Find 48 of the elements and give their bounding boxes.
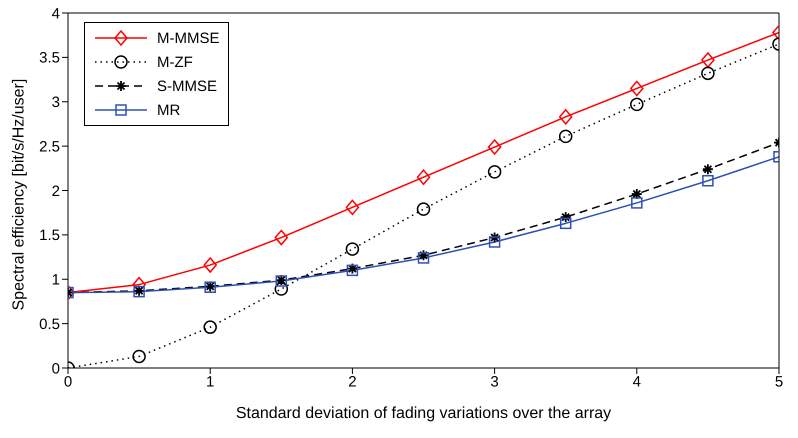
x-tick-label: 5 (774, 374, 784, 391)
point (418, 249, 430, 262)
point (132, 350, 146, 364)
x-tick-label: 0 (64, 374, 72, 391)
point (701, 52, 715, 68)
point (416, 202, 430, 216)
point (702, 163, 714, 176)
legend-label: S-MMSE (157, 78, 217, 94)
point (702, 174, 714, 186)
point (488, 165, 502, 179)
point (488, 232, 500, 244)
point (346, 200, 360, 216)
y-tick-label: 3.5 (39, 50, 60, 67)
point (701, 66, 715, 80)
point (630, 80, 644, 96)
point (418, 252, 430, 264)
legend-label: M-ZF (157, 54, 193, 70)
point (560, 211, 572, 224)
point (631, 197, 643, 209)
y-tick-label: 0 (52, 360, 60, 378)
legend-label: MR (157, 102, 180, 118)
x-tick-label: 4 (632, 374, 641, 391)
point (346, 242, 360, 256)
x-axis-title: Standard deviation of fading variations over the array (236, 405, 612, 422)
y-tick-label: 2 (52, 182, 60, 200)
point (203, 257, 217, 273)
point (416, 169, 430, 185)
x-tick-label: 3 (490, 374, 499, 391)
point (488, 139, 502, 155)
y-tick-label: 1 (52, 272, 60, 289)
point (274, 282, 288, 296)
point (630, 98, 644, 112)
x-tick-label: 2 (348, 374, 357, 391)
y-tick-label: 1.5 (39, 227, 60, 244)
y-tick-label: 0.5 (39, 316, 60, 333)
point (558, 130, 572, 144)
point (203, 320, 217, 334)
point (274, 230, 288, 246)
point (488, 236, 500, 248)
point (560, 218, 572, 230)
x-tick-label: 1 (206, 374, 214, 391)
point (630, 188, 643, 200)
point (558, 109, 572, 125)
y-tick-label: 3 (52, 94, 60, 112)
y-tick-label: 2.5 (39, 138, 60, 156)
legend-label: M-MMSE (157, 30, 220, 46)
y-axis-title: Spectral efficiency [bit/s/Hz/user] (10, 78, 28, 310)
y-tick-label: 4 (52, 5, 60, 22)
